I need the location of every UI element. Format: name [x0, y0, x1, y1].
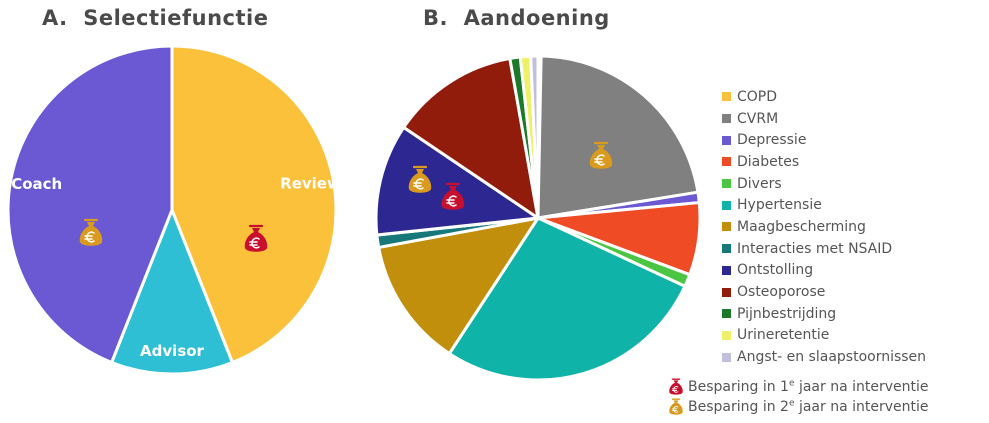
legend-label: COPD — [737, 88, 778, 105]
legend-label: Hypertensie — [737, 197, 822, 214]
legend-item-hypertensie: Hypertensie — [722, 194, 926, 216]
legend-label: Diabetes — [737, 153, 800, 170]
legend-label: Ontstolling — [737, 262, 814, 279]
money-bag-year2-icon — [589, 141, 613, 169]
money-bag-year1-icon-shape — [669, 378, 683, 395]
slice-label-review: Review — [280, 175, 341, 193]
legend-item-maagbescherming: Maagbescherming — [722, 216, 926, 238]
legend-item-interacties-met-nsaid: Interacties met NSAID — [722, 238, 926, 260]
legend-swatch — [722, 92, 731, 102]
legend-item-osteoporose: Osteoporose — [722, 281, 926, 303]
legend-item-divers: Divers — [722, 173, 926, 195]
pie-slice-review — [170, 44, 338, 364]
legend-swatch — [722, 244, 731, 254]
legend-label: Interacties met NSAID — [737, 240, 893, 257]
legend-label: Angst- en slaapstoornissen — [737, 349, 927, 366]
legend-label: Maagbescherming — [737, 218, 866, 235]
pie-slice-coach — [6, 44, 174, 364]
legend-item-urineretentie: Urineretentie — [722, 325, 926, 347]
chart-b-title: B. Aandoening — [423, 6, 610, 30]
savings-legend-text: Besparing in 1e jaar na interventie — [688, 378, 929, 395]
slice-labels-a: Review Advisor Coach — [11, 175, 341, 360]
money-bag-year1-icon — [244, 224, 268, 252]
pie-slice-ontstolling — [374, 125, 540, 237]
legend-swatch — [722, 114, 731, 124]
legend-label: Pijnbestrijding — [737, 305, 837, 322]
pie-slice-advisor — [110, 208, 234, 376]
legend-label: Divers — [737, 175, 782, 192]
legend-label: Depressie — [737, 132, 807, 149]
pie-chart-selectiefunctie — [6, 44, 338, 376]
legend-swatch — [722, 352, 731, 362]
pie-slice-cvrm — [536, 54, 700, 220]
legend-swatch — [722, 330, 731, 340]
money-bag-year2-icon — [408, 165, 432, 193]
legend-swatch — [722, 179, 731, 189]
legend-label: Urineretentie — [737, 327, 830, 344]
money-bag-year2-icon — [79, 218, 103, 246]
legend-swatch — [722, 265, 731, 275]
legend-item-diabetes: Diabetes — [722, 151, 926, 173]
legend-item-depressie: Depressie — [722, 129, 926, 151]
legend-swatch — [722, 287, 731, 297]
legend-swatch — [722, 157, 731, 167]
legend-item-angst-en-slaapstoornissen: Angst- en slaapstoornissen — [722, 346, 926, 368]
legend-item-ontstolling: Ontstolling — [722, 260, 926, 282]
slice-label-advisor: Advisor — [140, 342, 204, 360]
savings-legend-text: Besparing in 2e jaar na interventie — [688, 398, 929, 415]
savings-icons — [79, 141, 613, 252]
savings-legend-item-year2: Besparing in 2e jaar na interventie — [668, 397, 929, 417]
pie-chart-aandoening — [374, 54, 702, 382]
chart-a-title: A. Selectiefunctie — [42, 6, 269, 30]
legend-item-cvrm: CVRM — [722, 108, 926, 130]
slice-label-coach: Coach — [11, 175, 62, 193]
money-bag-year1-icon — [669, 378, 683, 395]
money-bag-year2-icon-shape — [669, 398, 683, 415]
legend-item-copd: COPD — [722, 86, 926, 108]
pie-slice-osteoporose — [402, 56, 540, 220]
legend-item-pijnbestrijding: Pijnbestrijding — [722, 303, 926, 325]
legend-swatch — [722, 309, 731, 319]
legend-aandoening: COPD CVRM Depressie Diabetes Divers Hypertens… — [722, 86, 926, 368]
legend-swatch — [722, 135, 731, 145]
legend-swatch — [722, 222, 731, 232]
savings-legend: Besparing in 1e jaar na interventie Bespa… — [668, 377, 929, 417]
money-bag-year1-icon — [441, 182, 465, 210]
pie-slice-angst-en-slaapstoornissen — [529, 54, 540, 220]
money-bag-year2-icon — [669, 398, 683, 415]
pie-slice-hypertensie — [447, 216, 687, 382]
legend-label: Osteoporose — [737, 284, 826, 301]
legend-label: CVRM — [737, 110, 779, 127]
pie-slice-maagbescherming — [377, 216, 540, 356]
savings-legend-item-year1: Besparing in 1e jaar na interventie — [668, 377, 929, 397]
legend-swatch — [722, 200, 731, 210]
